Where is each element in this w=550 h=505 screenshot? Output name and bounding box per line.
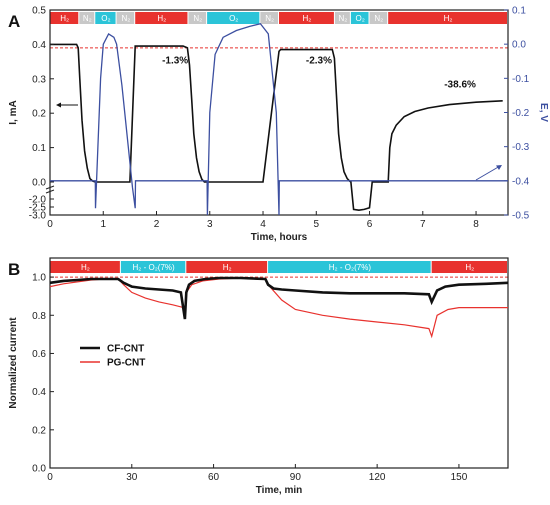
legend-label: PG-CNT bbox=[107, 358, 145, 369]
x-tick-label: 120 bbox=[369, 472, 386, 483]
x-tick-label: 150 bbox=[451, 472, 468, 483]
gas-segment-label: O₂ bbox=[101, 14, 110, 23]
gas-segment bbox=[431, 261, 507, 273]
gas-segment bbox=[120, 261, 186, 273]
gas-segment bbox=[260, 12, 278, 24]
y-tick-label: 0.4 bbox=[32, 40, 46, 51]
gas-segment-label: H₂ bbox=[465, 263, 474, 272]
legend-label: CF-CNT bbox=[107, 344, 144, 355]
y-tick-label: 0.1 bbox=[32, 143, 46, 154]
gas-segment-label: H₂ bbox=[303, 14, 312, 23]
gas-segment-label: H₂ bbox=[223, 263, 232, 272]
right-axis-arrow bbox=[475, 165, 501, 181]
gas-segment-label: N₂ bbox=[83, 14, 92, 23]
x-tick-label: 8 bbox=[473, 219, 479, 230]
y-tick-label: 0.4 bbox=[32, 387, 46, 398]
x-tick-label: 0 bbox=[47, 219, 53, 230]
gas-segment bbox=[186, 261, 268, 273]
x-tick-label: 1 bbox=[100, 219, 106, 230]
x-tick-label: 2 bbox=[154, 219, 160, 230]
gas-segment bbox=[188, 12, 207, 24]
gas-segment-label: N₂ bbox=[374, 14, 383, 23]
y2-tick-label: -0.5 bbox=[512, 211, 530, 222]
x-axis-title: Time, min bbox=[256, 485, 303, 496]
gas-segment bbox=[369, 12, 388, 24]
panel-letter-a: A bbox=[8, 12, 20, 31]
plot-frame bbox=[49, 257, 509, 469]
series-line-cf-cnt bbox=[49, 276, 509, 320]
y2-tick-label: -0.2 bbox=[512, 108, 530, 119]
gas-segment bbox=[279, 12, 334, 24]
gas-segment-label: H₂ bbox=[444, 14, 453, 23]
y-tick-label: 0.2 bbox=[32, 425, 46, 436]
gas-segment-label: O₂ bbox=[229, 14, 238, 23]
gas-segment bbox=[135, 12, 188, 24]
y-tick-label: 0.6 bbox=[32, 349, 46, 360]
y2-tick-label: -0.4 bbox=[512, 176, 530, 187]
percent-annotation: -1.3% bbox=[162, 55, 188, 66]
x-tick-label: 7 bbox=[420, 219, 426, 230]
x-axis-title: Time, hours bbox=[251, 232, 308, 243]
y-tick-label: 0.8 bbox=[32, 311, 46, 322]
gas-segment-label: H₂ - O₂(7%) bbox=[132, 263, 175, 272]
gas-segment bbox=[79, 12, 95, 24]
y-tick-label: 0.3 bbox=[32, 74, 46, 85]
y2-tick-label: 0.0 bbox=[512, 40, 526, 51]
x-tick-label: 3 bbox=[207, 219, 213, 230]
percent-annotation: -38.6% bbox=[444, 79, 476, 90]
axis-break bbox=[45, 185, 55, 190]
gas-segment bbox=[207, 12, 260, 24]
gas-segment bbox=[50, 261, 120, 273]
gas-segment bbox=[350, 12, 369, 24]
y-axis-title: Normalized current bbox=[8, 317, 19, 409]
series-line-pg-cnt bbox=[49, 277, 508, 339]
gas-segment-label: H₂ bbox=[81, 263, 90, 272]
x-tick-label: 60 bbox=[208, 472, 220, 483]
y-tick-label: -2.5 bbox=[29, 203, 47, 214]
y-tick-label: 0.5 bbox=[32, 6, 46, 17]
gas-segment-label: N₂ bbox=[121, 14, 130, 23]
x-tick-label: 0 bbox=[47, 472, 53, 483]
gas-segment-label: N₂ bbox=[338, 14, 347, 23]
gas-segment-label: H₂ bbox=[60, 14, 69, 23]
y-axis-title: I, mA bbox=[8, 100, 19, 124]
gas-segment-label: O₂ bbox=[356, 14, 365, 23]
gas-segment bbox=[95, 12, 116, 24]
x-tick-label: 6 bbox=[367, 219, 373, 230]
gas-segment-label: N₂ bbox=[193, 14, 202, 23]
panel-letter-b: B bbox=[8, 260, 20, 279]
left-axis-arrowhead bbox=[56, 102, 61, 108]
gas-segment bbox=[50, 12, 79, 24]
y2-tick-label: 0.1 bbox=[512, 6, 526, 17]
y2-tick-label: -0.3 bbox=[512, 142, 530, 153]
gas-segment bbox=[116, 12, 135, 24]
gas-segment-label: N₂ bbox=[265, 14, 274, 23]
gas-segment bbox=[388, 12, 507, 24]
x-tick-label: 90 bbox=[290, 472, 302, 483]
x-tick-label: 4 bbox=[260, 219, 266, 230]
x-tick-label: 30 bbox=[126, 472, 138, 483]
gas-segment-label: H₂ - O₂(7%) bbox=[329, 263, 372, 272]
percent-annotation: -2.3% bbox=[306, 55, 332, 66]
y2-axis-title: E, V bbox=[538, 103, 549, 122]
gas-segment bbox=[268, 261, 431, 273]
y-tick-label: 0.2 bbox=[32, 109, 46, 120]
series-line-potential bbox=[50, 22, 508, 216]
axis-break bbox=[45, 189, 55, 194]
y-tick-label: 0.0 bbox=[32, 178, 46, 189]
y-tick-label: -3.0 bbox=[29, 211, 47, 222]
panel-b: B H₂ H₂ - O₂(7%) H₂ H₂ - O₂(7%) H₂ 0 30 60 90 120 1… bbox=[8, 257, 509, 496]
right-axis-arrowhead bbox=[496, 165, 502, 170]
x-tick-label: 5 bbox=[313, 219, 319, 230]
y-tick-label: 0.0 bbox=[32, 464, 46, 475]
y2-tick-label: -0.1 bbox=[512, 74, 530, 85]
y-tick-label: -2.0 bbox=[29, 195, 47, 206]
gas-segment bbox=[334, 12, 350, 24]
panel-a: A H₂ N₂ O₂ N₂ H₂ N₂ O₂ N₂ H₂ N₂ O₂ N₂ H₂ 0 1 2 3 4 5 6 7 8 Time… bbox=[8, 6, 549, 244]
y-tick-label: 1.0 bbox=[32, 273, 46, 284]
gas-segment-label: H₂ bbox=[157, 14, 166, 23]
